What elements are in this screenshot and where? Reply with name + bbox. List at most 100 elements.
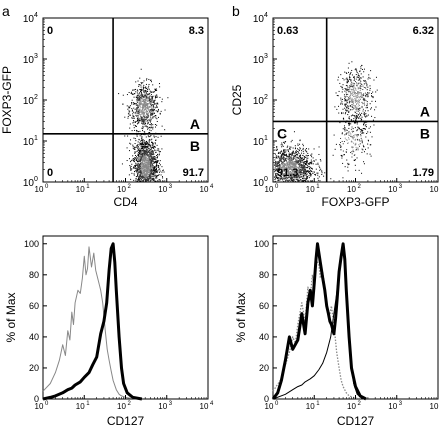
panel-a-scatter-event [154, 169, 156, 171]
panel-b-scatter-event [363, 113, 365, 115]
panel-b-scatter-event [351, 146, 353, 148]
panel-b-scatter-event [343, 154, 345, 156]
panel-a-histogram-series-thick-black [42, 242, 143, 401]
panel-b-scatter-event [371, 136, 373, 138]
panel-b-scatter-event [310, 172, 312, 174]
panel-b-scatter-event [360, 83, 362, 85]
panel-a-scatter-event [127, 135, 129, 137]
panel-a-scatter-event [159, 112, 161, 114]
panel-a-scatter-event [147, 87, 149, 89]
panel-b-scatter-event [283, 172, 285, 174]
panel-a-scatter-event [135, 170, 137, 172]
panel-a-scatter-event [146, 142, 148, 144]
panel-b-scatter-event [353, 77, 355, 79]
panel-a-scatter-event [144, 153, 146, 155]
panel-a-scatter-event [143, 172, 145, 174]
panel-a-scatter-event [145, 93, 147, 95]
panel-a-scatter-event [149, 173, 151, 175]
panel-b-scatter-event [353, 136, 355, 138]
panel-a-scatter-event [140, 84, 142, 86]
panel-b-scatter-event [278, 179, 280, 181]
panel-b-scatter-event [356, 121, 358, 123]
panel-b-scatter-event [286, 169, 288, 171]
panel-a-scatter-event [153, 146, 155, 148]
panel-a-scatter-event [150, 148, 152, 150]
panel-a-scatter-event [146, 154, 148, 156]
panel-a-scatter-event [143, 158, 145, 160]
panel-a-scatter-event [153, 102, 155, 104]
panel-a-scatter-event [149, 149, 151, 151]
panel-b-scatter-ylabel: CD25 [230, 84, 244, 115]
panel-b-scatter-event [340, 154, 342, 156]
panel-a-scatter-event [145, 155, 147, 157]
panel-a-scatter-event [146, 170, 148, 172]
panel-a-scatter-event [156, 102, 158, 104]
panel-a-scatter-event [146, 167, 148, 169]
panel-b-scatter-event [282, 153, 284, 155]
panel-b-scatter-event [362, 128, 364, 130]
panel-b-scatter-event [313, 171, 315, 173]
panel-b-scatter-event [345, 112, 347, 114]
panel-a-scatter-event [150, 109, 152, 111]
panel-a-scatter-event [145, 98, 147, 100]
panel-a-scatter-event [139, 162, 141, 164]
panel-b-scatter-event [291, 180, 293, 182]
panel-b-scatter-event [277, 167, 279, 169]
panel-a-scatter-event [152, 173, 154, 175]
panel-b-scatter-event [356, 85, 358, 87]
panel-a-scatter-xtick-label: 10 [117, 185, 126, 194]
panel-a-scatter-event [147, 175, 149, 177]
panel-b-scatter-xtick-exponent: 3 [399, 184, 403, 190]
panel-b-scatter-event [277, 163, 279, 165]
panel-a-scatter-event [140, 163, 142, 165]
panel-a-scatter-event [145, 167, 147, 169]
panel-b-scatter-event [310, 162, 312, 164]
panel-a-scatter-event [142, 105, 144, 107]
panel-b-scatter-event [291, 163, 293, 165]
panel-b-scatter-event [293, 179, 295, 181]
panel-b-scatter-event [353, 108, 355, 110]
panel-b-scatter-event [288, 169, 290, 171]
panel-b-scatter-event [308, 175, 310, 177]
panel-b-scatter-event [363, 132, 365, 134]
panel-b-scatter-event [354, 139, 356, 141]
panel-b-scatter-event [282, 157, 284, 159]
panel-b-scatter-event [287, 150, 289, 152]
panel-a-scatter-event [150, 155, 152, 157]
panel-a-scatter-event [152, 172, 154, 174]
panel-a-scatter-event [152, 101, 154, 103]
panel-a-scatter-event [147, 122, 149, 124]
panel-a-scatter-event [162, 169, 164, 171]
panel-a-scatter-event [162, 177, 164, 179]
panel-b-scatter-event [276, 164, 278, 166]
panel-b-scatter-event [297, 151, 299, 153]
panel-b-scatter-event [281, 144, 283, 146]
panel-b-scatter-event [358, 144, 360, 146]
panel-a-scatter-event [135, 170, 137, 172]
panel-b-scatter-event [282, 161, 284, 163]
panel-b-scatter-event [318, 165, 320, 167]
panel-a-scatter-event [131, 109, 133, 111]
panel-a-scatter-event [141, 165, 143, 167]
panel-b-scatter-event [294, 148, 296, 150]
panel-a-scatter-event [133, 120, 135, 122]
panel-b-scatter-event [303, 165, 305, 167]
panel-b-scatter-event [362, 132, 364, 134]
panel-a-histogram-xtick-label: 10 [200, 402, 209, 411]
panel-a-scatter-event [137, 174, 139, 176]
panel-b-scatter-event [280, 158, 282, 160]
panel-b-scatter-event [290, 176, 292, 178]
panel-a-scatter-event [139, 106, 141, 108]
panel-a-scatter-event [148, 97, 150, 99]
panel-a-scatter-event [130, 178, 132, 180]
panel-a-scatter-event [147, 163, 149, 165]
panel-b-scatter-event [358, 169, 360, 171]
panel-a-scatter-event [140, 139, 142, 141]
panel-b-scatter-event [289, 173, 291, 175]
panel-a-scatter-event [148, 85, 150, 87]
panel-a-scatter-event [136, 156, 138, 158]
panel-b-scatter-event [294, 154, 296, 156]
panel-a-scatter-event [142, 110, 144, 112]
panel-b-scatter-event [284, 174, 286, 176]
panel-a-scatter-event [143, 87, 145, 89]
